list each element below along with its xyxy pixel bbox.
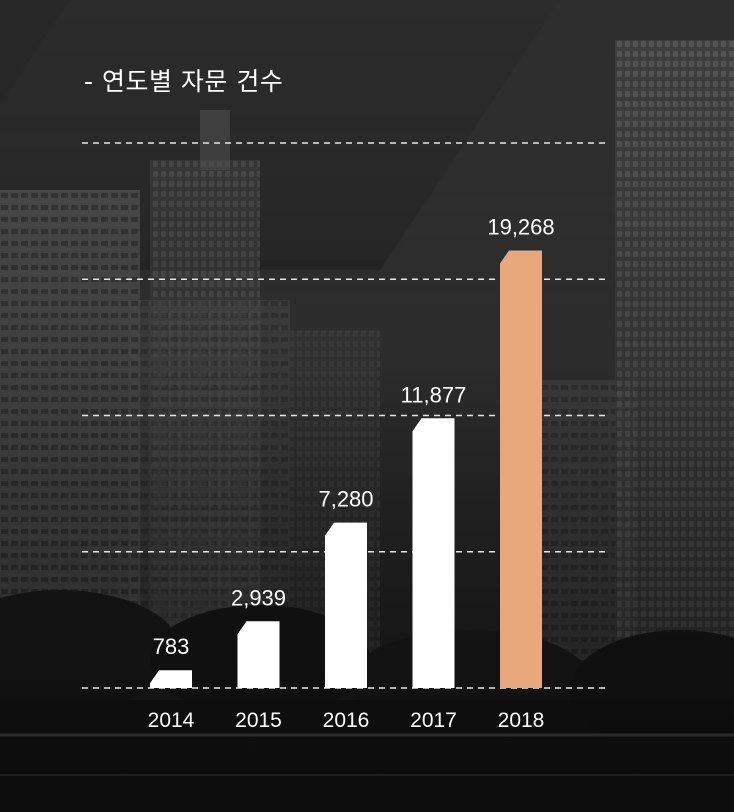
bar-2015 <box>237 621 280 688</box>
chart-title: - 연도별 자문 건수 <box>84 67 284 96</box>
value-labels: 783 2,939 7,280 11,877 19,268 <box>153 214 555 659</box>
bars <box>150 250 542 689</box>
bar-2016 <box>325 522 367 688</box>
value-label-2017: 11,877 <box>401 382 467 407</box>
x-axis-ticks: 2014 2015 2016 2017 2018 <box>148 709 545 732</box>
bar-2014 <box>150 670 192 688</box>
bar-2018 <box>500 250 542 689</box>
value-label-2018: 19,268 <box>487 214 554 239</box>
bar-2017 <box>412 418 455 688</box>
x-tick-2018: 2018 <box>498 709 545 732</box>
value-label-2015: 2,939 <box>231 585 286 610</box>
value-label-2016: 7,280 <box>318 487 373 512</box>
x-tick-2017: 2017 <box>410 709 457 732</box>
x-tick-2014: 2014 <box>148 709 195 732</box>
x-tick-2015: 2015 <box>235 709 282 732</box>
x-tick-2016: 2016 <box>323 709 370 732</box>
value-label-2014: 783 <box>153 634 190 659</box>
